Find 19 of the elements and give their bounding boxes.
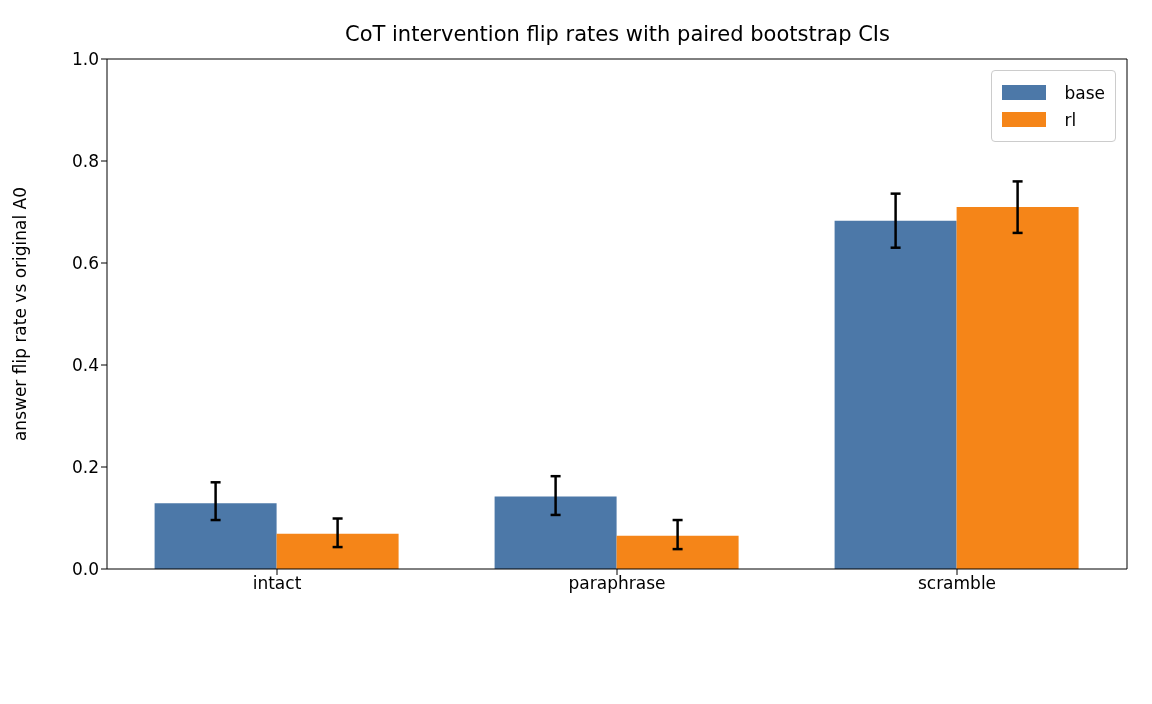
x-tick-label: scramble (917, 573, 997, 594)
y-tick-label: 0.0 (71, 559, 99, 580)
bar (154, 503, 277, 569)
legend-label: base (1064, 82, 1105, 103)
x-tick-label: intact (252, 573, 302, 594)
x-tick-label: paraphrase (568, 573, 666, 594)
y-tick-label: 0.2 (71, 457, 99, 478)
bar (276, 533, 399, 569)
y-tick-label: 0.8 (71, 151, 99, 172)
chart-title: CoT intervention flip rates with paired bootstrap CIs (344, 22, 891, 46)
bar (616, 535, 739, 569)
y-tick-label: 0.6 (71, 253, 99, 274)
y-tick-label: 1.0 (71, 49, 99, 70)
y-axis-title: answer flip rate vs original A0 (10, 186, 31, 442)
bar (956, 206, 1079, 569)
legend-label: rl (1064, 109, 1077, 130)
bar (494, 496, 617, 569)
bar (834, 220, 957, 569)
y-tick-label: 0.4 (71, 355, 99, 376)
